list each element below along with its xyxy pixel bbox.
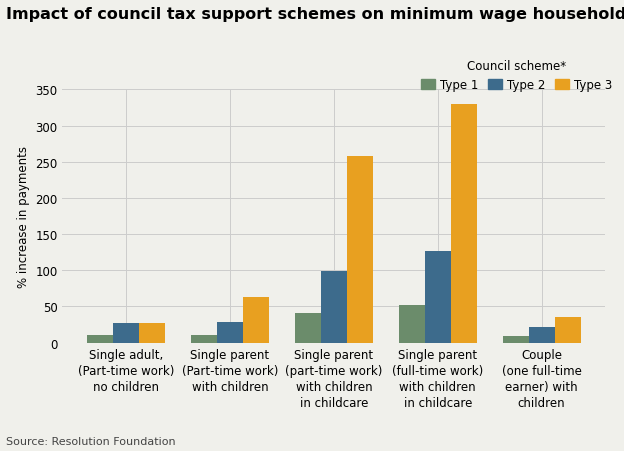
Legend: Type 1, Type 2, Type 3: Type 1, Type 2, Type 3 bbox=[421, 60, 612, 92]
Bar bbox=[425, 252, 451, 343]
Bar bbox=[139, 323, 165, 343]
Bar bbox=[243, 297, 269, 343]
Bar bbox=[113, 323, 139, 343]
Bar bbox=[399, 305, 425, 343]
Y-axis label: % increase in payments: % increase in payments bbox=[17, 146, 30, 287]
Bar bbox=[347, 156, 373, 343]
Bar bbox=[87, 336, 113, 343]
Bar bbox=[503, 336, 529, 343]
Bar bbox=[191, 335, 217, 343]
Bar bbox=[555, 318, 580, 343]
Bar bbox=[451, 105, 477, 343]
Bar bbox=[529, 327, 555, 343]
Bar bbox=[295, 313, 321, 343]
Bar bbox=[321, 272, 347, 343]
Text: Impact of council tax support schemes on minimum wage households: Impact of council tax support schemes on… bbox=[6, 7, 624, 22]
Bar bbox=[217, 322, 243, 343]
Text: Source: Resolution Foundation: Source: Resolution Foundation bbox=[6, 437, 176, 446]
